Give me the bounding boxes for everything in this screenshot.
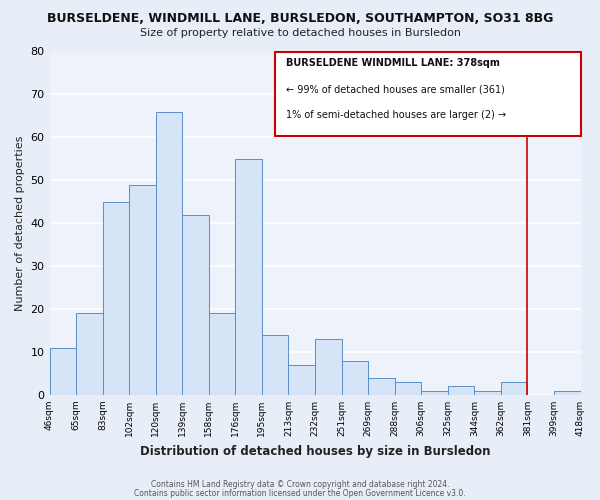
Text: Contains public sector information licensed under the Open Government Licence v3: Contains public sector information licen… (134, 488, 466, 498)
Text: BURSELDENE, WINDMILL LANE, BURSLEDON, SOUTHAMPTON, SO31 8BG: BURSELDENE, WINDMILL LANE, BURSLEDON, SO… (47, 12, 553, 26)
Bar (103, 202, 129, 395)
Y-axis label: Number of detached properties: Number of detached properties (15, 136, 25, 311)
Bar (448, 386, 475, 395)
Bar (76, 314, 103, 395)
Text: BURSELDENE WINDMILL LANE: 378sqm: BURSELDENE WINDMILL LANE: 378sqm (286, 58, 500, 68)
Bar (315, 339, 341, 395)
Bar (129, 184, 156, 395)
Bar (156, 112, 182, 395)
Bar (262, 335, 289, 395)
Bar (289, 365, 315, 395)
Bar (554, 390, 581, 395)
Bar (209, 314, 235, 395)
Bar (235, 159, 262, 395)
Text: Contains HM Land Registry data © Crown copyright and database right 2024.: Contains HM Land Registry data © Crown c… (151, 480, 449, 489)
Bar (421, 390, 448, 395)
Text: 1% of semi-detached houses are larger (2) →: 1% of semi-detached houses are larger (2… (286, 110, 506, 120)
Bar (182, 214, 209, 395)
FancyBboxPatch shape (275, 52, 581, 136)
Bar (395, 382, 421, 395)
Bar (50, 348, 76, 395)
Bar (475, 390, 501, 395)
Bar (368, 378, 395, 395)
Bar (341, 360, 368, 395)
Bar (501, 382, 527, 395)
Text: Size of property relative to detached houses in Bursledon: Size of property relative to detached ho… (139, 28, 461, 38)
Text: ← 99% of detached houses are smaller (361): ← 99% of detached houses are smaller (36… (286, 84, 505, 94)
X-axis label: Distribution of detached houses by size in Bursledon: Distribution of detached houses by size … (140, 444, 490, 458)
